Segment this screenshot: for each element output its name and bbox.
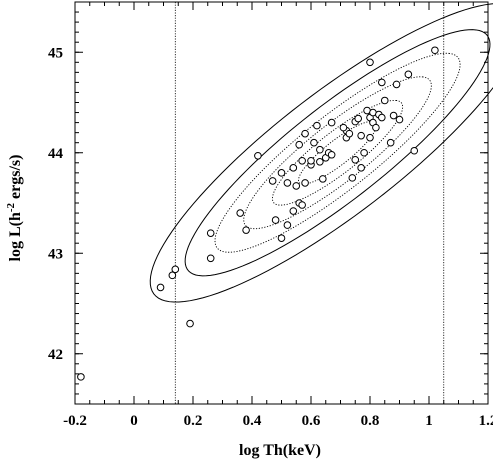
contour-level: [214, 52, 461, 253]
data-point: [313, 121, 321, 130]
contour-level: [184, 29, 491, 277]
data-point: [168, 271, 177, 280]
data-point: [386, 138, 395, 147]
data-point: [372, 123, 380, 132]
y-axis-title: log L(h-2 ergs/s): [5, 155, 24, 262]
x-tick-label: -0.2: [63, 413, 87, 429]
x-tick-label: 0.2: [184, 413, 203, 429]
data-point: [283, 179, 292, 187]
data-point: [186, 319, 194, 328]
data-point: [404, 70, 413, 79]
vertical-line-group: [174, 2, 445, 404]
data-point: [360, 148, 368, 157]
data-point: [289, 164, 298, 172]
data-point: [301, 129, 309, 138]
x-tick-label: 0: [130, 413, 138, 429]
contour-level: [271, 99, 404, 206]
data-point: [283, 221, 292, 229]
x-tick-label: 0.8: [361, 413, 380, 429]
data-point: [254, 151, 262, 160]
data-point: [327, 118, 336, 127]
y-axis-title-rest: ergs/s): [7, 155, 24, 203]
data-point: [319, 175, 327, 183]
data-point: [392, 80, 401, 89]
data-point: [268, 177, 277, 185]
data-point: [410, 146, 419, 155]
x-axis-title: log Th(keV): [239, 442, 321, 459]
data-point: [301, 179, 309, 187]
tick-group: -0.2 0 0.2 0.4 0.6 0.8 1 1.2 42 43 44 45: [48, 1, 493, 429]
y-tick-label: 42: [48, 347, 63, 363]
x-tick-label: 0.6: [302, 413, 321, 429]
data-point: [345, 129, 354, 138]
data-point: [277, 234, 286, 242]
data-point: [395, 115, 404, 124]
data-point: [307, 156, 315, 165]
data-point: [357, 164, 365, 172]
data-point: [310, 138, 318, 147]
plot-frame: [74, 1, 489, 405]
data-point: [236, 209, 244, 217]
y-tick-label: 44: [48, 146, 64, 162]
data-point-group: [77, 46, 439, 381]
data-point: [298, 201, 306, 209]
y-axis-title-main: log L(h: [7, 212, 24, 261]
data-point: [380, 96, 389, 105]
data-point: [242, 226, 250, 234]
x-tick-label: 1: [425, 413, 433, 429]
data-point: [431, 46, 439, 55]
data-point: [77, 373, 85, 381]
data-point: [378, 78, 386, 87]
data-point: [295, 140, 304, 149]
data-point: [366, 58, 374, 67]
y-axis-title-sup: -2: [5, 202, 17, 212]
x-tick-label: 1.2: [479, 413, 493, 429]
data-point: [277, 169, 286, 177]
data-point: [354, 114, 363, 123]
data-point: [357, 131, 365, 140]
data-point: [351, 155, 360, 164]
data-point: [298, 156, 306, 165]
data-point: [292, 182, 301, 190]
plot-border: [74, 1, 489, 405]
contour-level: [149, 3, 493, 303]
contour-level: [243, 76, 432, 230]
data-point: [339, 123, 348, 132]
data-point: [289, 207, 298, 215]
data-point: [366, 133, 374, 142]
x-tick-label: 0.4: [243, 413, 262, 429]
data-point: [271, 216, 280, 224]
data-point: [378, 113, 386, 122]
y-tick-label: 45: [48, 45, 63, 61]
data-point: [389, 111, 398, 120]
y-tick-label: 43: [48, 246, 63, 262]
data-point: [171, 265, 180, 274]
data-point: [327, 150, 336, 159]
data-point: [348, 174, 357, 182]
data-point: [206, 229, 215, 237]
data-point: [316, 145, 324, 154]
data-point: [206, 254, 215, 263]
data-point: [316, 157, 324, 166]
data-point: [156, 283, 165, 292]
